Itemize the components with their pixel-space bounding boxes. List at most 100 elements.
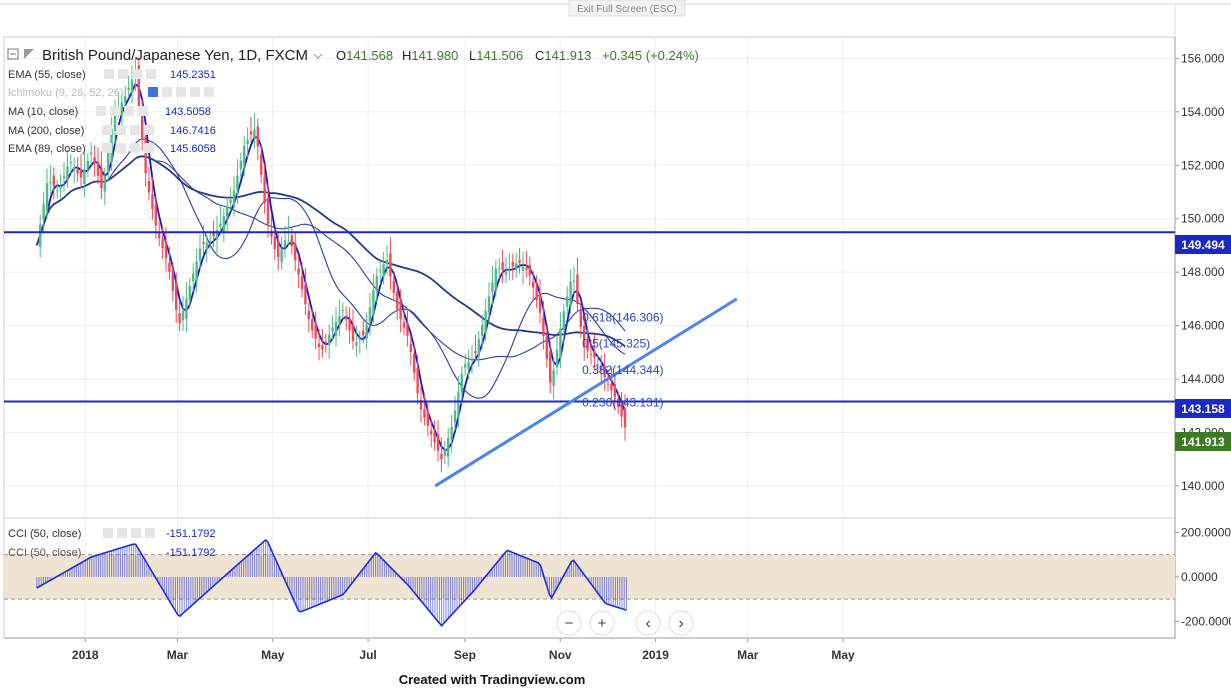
candle-body bbox=[229, 199, 232, 203]
candle-body bbox=[368, 307, 372, 322]
legend-ma10-controls[interactable] bbox=[96, 106, 148, 116]
scroll-left-label: ‹ bbox=[645, 615, 650, 632]
legend-ichimoku-controls[interactable] bbox=[148, 87, 214, 97]
candle-body bbox=[600, 365, 603, 371]
candle-body bbox=[263, 176, 266, 204]
candle-body bbox=[66, 166, 69, 180]
legend-cci-2-name: CCI (50, close) bbox=[8, 547, 81, 559]
candle-body bbox=[256, 126, 260, 147]
candle-body bbox=[113, 114, 117, 131]
chevron-down-icon[interactable] bbox=[313, 53, 323, 59]
candle-body bbox=[185, 298, 188, 319]
svg-text:C141.913: C141.913 bbox=[535, 48, 591, 63]
candle-body bbox=[498, 268, 501, 270]
candle-body bbox=[226, 207, 229, 218]
legend-ema89[interactable]: EMA (89, close) 145.6058 bbox=[8, 143, 216, 155]
legend-ma200[interactable]: MA (200, close) 146.7416 bbox=[8, 125, 216, 137]
price-tick-label: 148.000 bbox=[1181, 265, 1225, 279]
price-tick-label: 152.000 bbox=[1181, 158, 1225, 172]
resistance-price-label: 149.494 bbox=[1175, 235, 1231, 254]
time-tick-label: Sep bbox=[454, 648, 476, 662]
candle-body bbox=[487, 296, 491, 313]
candle-body bbox=[436, 434, 440, 451]
candle-body bbox=[266, 198, 270, 225]
price-tick-label: 150.000 bbox=[1181, 212, 1225, 226]
cci-series bbox=[36, 538, 627, 627]
trendline[interactable] bbox=[434, 297, 738, 488]
legend-cci-2[interactable]: CCI (50, close) -151.1792 bbox=[8, 547, 216, 559]
candle-body bbox=[62, 176, 66, 179]
candle-body bbox=[375, 275, 379, 292]
candle-body bbox=[501, 261, 504, 270]
legend-ema55-value: 145.2351 bbox=[170, 69, 216, 81]
candle-body bbox=[83, 169, 86, 184]
collapse-icon[interactable] bbox=[7, 48, 19, 60]
candle-body bbox=[596, 363, 600, 366]
candle-body bbox=[76, 169, 79, 174]
candle-body bbox=[283, 240, 287, 247]
zoom-out-button[interactable]: − bbox=[556, 610, 582, 636]
fib-label: 0.5(145.325) bbox=[582, 337, 650, 351]
candle-body bbox=[73, 167, 76, 170]
candle-body bbox=[494, 268, 498, 289]
candle-body bbox=[589, 354, 593, 356]
candle-body bbox=[511, 261, 515, 267]
resistance-price-text: 149.494 bbox=[1181, 238, 1225, 252]
candle-body bbox=[222, 216, 226, 232]
candle-body bbox=[42, 203, 45, 220]
price-pane[interactable] bbox=[3, 36, 1176, 519]
legend-ema89-controls[interactable] bbox=[102, 143, 154, 153]
candle-body bbox=[314, 323, 317, 339]
fibonacci-labels: 0.618(146.306) 0.5(145.325) 0.382(144.344)… bbox=[582, 310, 663, 409]
grid bbox=[4, 37, 1175, 638]
legend-cci-1-controls[interactable] bbox=[103, 528, 155, 538]
candle-body bbox=[144, 136, 147, 174]
time-tick-label: May bbox=[261, 648, 285, 662]
candle-body bbox=[239, 160, 243, 170]
last-price-label: 141.913 bbox=[1175, 432, 1231, 451]
legend-cci-1-name: CCI (50, close) bbox=[8, 528, 81, 540]
candle-body bbox=[103, 175, 107, 192]
candle-body bbox=[515, 263, 518, 270]
legend-ema55[interactable]: EMA (55, close) 145.2351 bbox=[8, 69, 216, 81]
candle-body bbox=[39, 224, 42, 248]
candle-body bbox=[426, 411, 430, 426]
horizontal-levels[interactable] bbox=[4, 231, 1175, 403]
price-tick-label: 154.000 bbox=[1181, 105, 1225, 119]
exit-fullscreen-button[interactable]: Exit Full Screen (ESC) bbox=[568, 0, 686, 17]
price-axis: 140.000142.000144.000146.000148.000150.0… bbox=[1175, 51, 1231, 628]
candle-body bbox=[168, 262, 171, 272]
candle-body bbox=[385, 259, 389, 265]
candle-body bbox=[623, 408, 627, 428]
candle-body bbox=[443, 448, 447, 456]
candle-body bbox=[338, 315, 341, 324]
candle-body bbox=[569, 281, 572, 303]
candle-body bbox=[154, 204, 158, 226]
candle-body bbox=[107, 152, 110, 173]
flag-icon bbox=[24, 49, 34, 59]
candle-body bbox=[198, 248, 202, 262]
candle-body bbox=[576, 274, 579, 305]
candle-body bbox=[583, 325, 586, 348]
legend-ichimoku[interactable]: Ichimoku (9, 26, 52, 26) bbox=[8, 87, 214, 99]
legend-ma200-controls[interactable] bbox=[102, 125, 154, 135]
symbol-title[interactable]: British Pound/Japanese Yen, 1D, FXCM bbox=[42, 47, 308, 64]
legend-cci-1[interactable]: CCI (50, close) -151.1792 bbox=[8, 528, 216, 540]
legend-ema55-controls[interactable] bbox=[104, 69, 156, 79]
trendline-line[interactable] bbox=[434, 297, 738, 488]
candle-body bbox=[528, 264, 532, 276]
candle-body bbox=[127, 87, 130, 90]
candle-body bbox=[181, 310, 185, 321]
legend-ma10[interactable]: MA (10, close) 143.5058 bbox=[8, 106, 211, 118]
scroll-right-button[interactable]: › bbox=[668, 610, 694, 636]
candle-body bbox=[151, 194, 154, 210]
candle-body bbox=[277, 242, 280, 257]
scroll-right-label: › bbox=[678, 615, 683, 632]
scroll-left-button[interactable]: ‹ bbox=[635, 610, 661, 636]
candle-body bbox=[290, 235, 294, 247]
candle-body bbox=[603, 365, 606, 378]
candle-body bbox=[348, 319, 351, 331]
zoom-in-button[interactable]: + bbox=[589, 610, 615, 636]
fib-label: 0.236(143.131) bbox=[582, 395, 663, 409]
symbol-header: British Pound/Japanese Yen, 1D, FXCM O14… bbox=[7, 47, 699, 64]
